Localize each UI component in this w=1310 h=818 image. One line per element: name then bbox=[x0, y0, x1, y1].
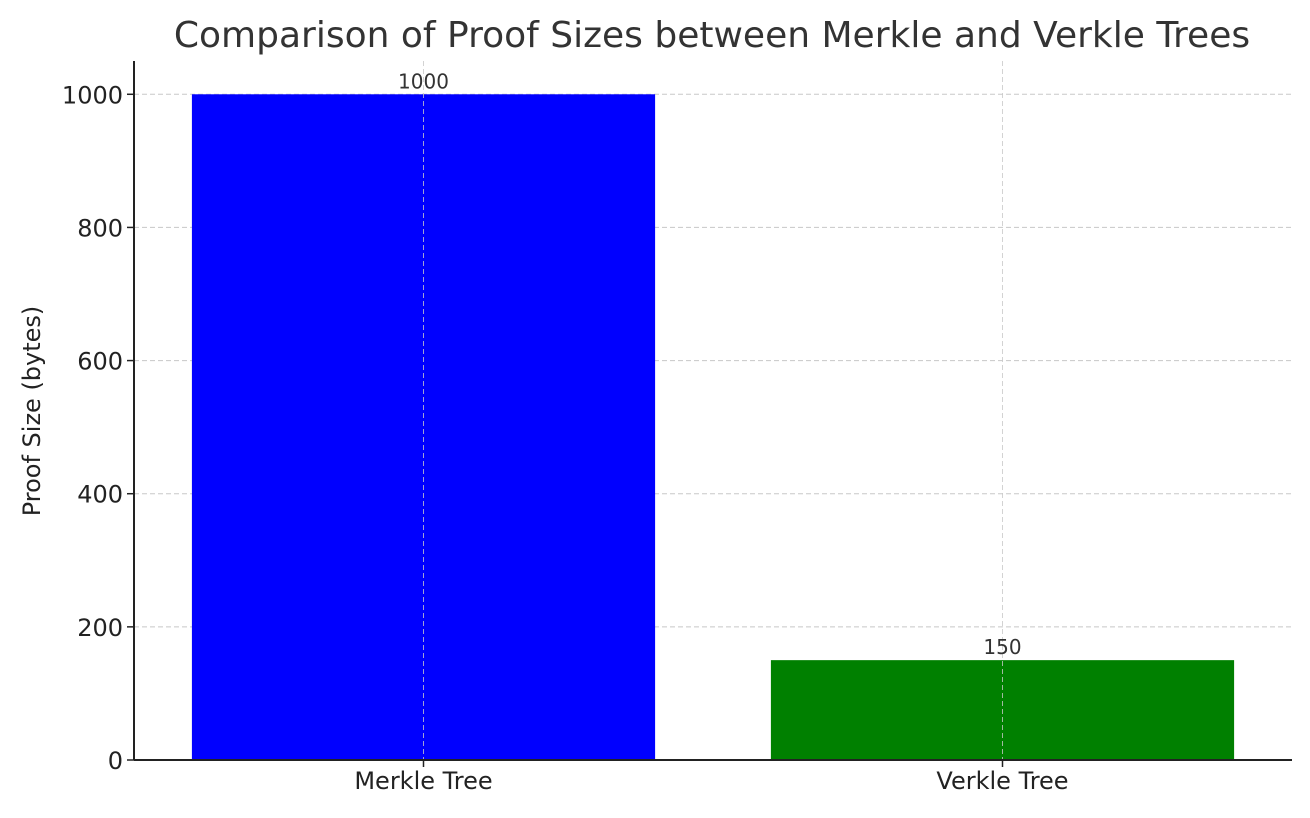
y-tick-label: 800 bbox=[77, 214, 123, 242]
data-label: 150 bbox=[983, 635, 1021, 659]
bars-layer bbox=[191, 94, 1235, 761]
data-label: 1000 bbox=[398, 69, 449, 93]
y-tick-label: 1000 bbox=[62, 81, 123, 109]
axes-layer bbox=[127, 61, 1292, 767]
y-tick-label: 200 bbox=[77, 614, 123, 642]
y-tick-label: 0 bbox=[108, 747, 123, 775]
y-axis-label: Proof Size (bytes) bbox=[18, 306, 46, 517]
x-tick-label: Verkle Tree bbox=[936, 767, 1068, 795]
x-tick-label: Merkle Tree bbox=[354, 767, 492, 795]
bar-merkle-tree bbox=[191, 94, 656, 761]
chart-title: Comparison of Proof Sizes between Merkle… bbox=[174, 15, 1250, 56]
labels-layer: 0 200 400 600 800 1000 Merkle Tree Verkle Tree 1… bbox=[62, 69, 1069, 795]
y-tick-label: 400 bbox=[77, 481, 123, 509]
y-tick-label: 600 bbox=[77, 348, 123, 376]
vertical-grid-layer bbox=[423, 61, 1003, 760]
